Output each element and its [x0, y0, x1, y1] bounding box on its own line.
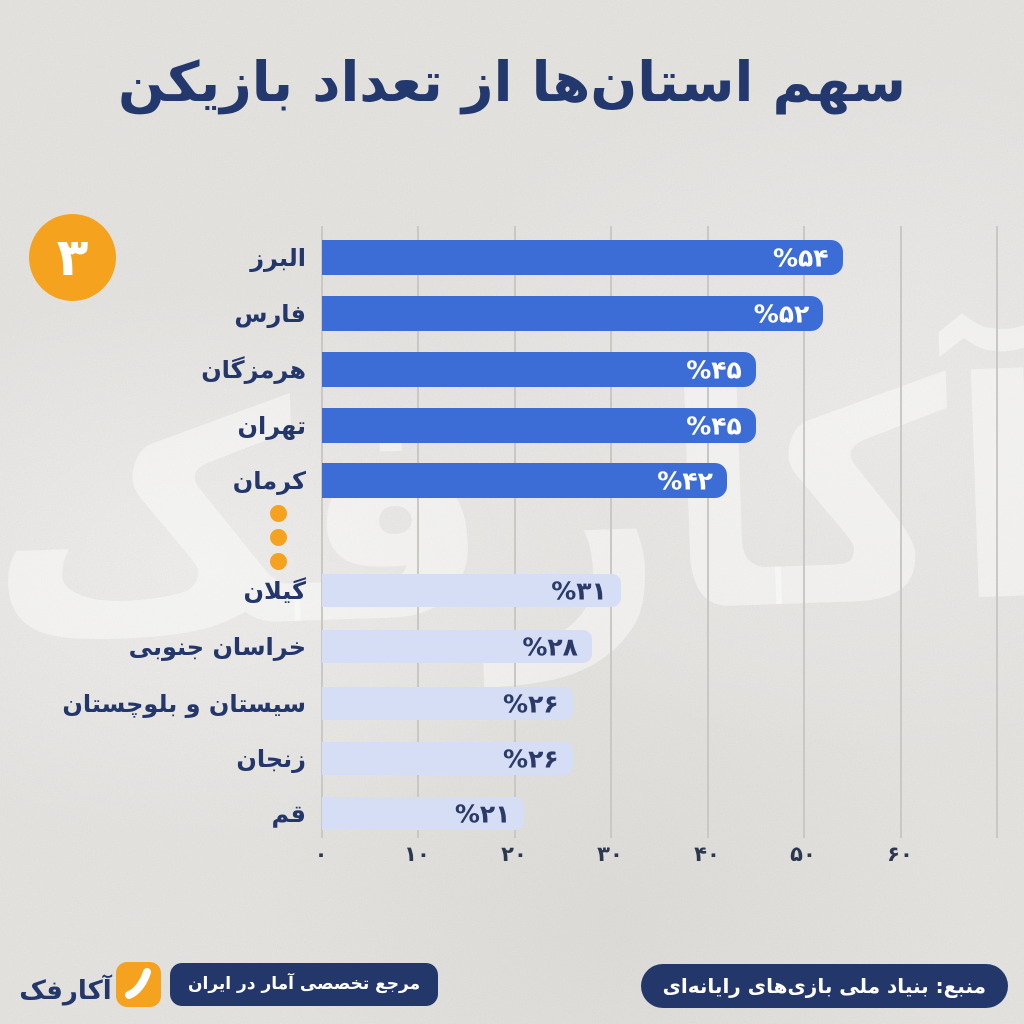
x-tick-50: ۵۰ — [790, 842, 816, 866]
bar-value-alborz: %۵۴ — [772, 243, 829, 272]
bar-kerman: %۴۲ — [322, 463, 727, 498]
gridline-60 — [900, 226, 902, 838]
x-tick-0: ۰ — [314, 842, 328, 866]
bar-label-zanjan: زنجان — [236, 745, 306, 773]
bar-fars: %۵۲ — [322, 296, 824, 331]
bar-label-kerman: کرمان — [232, 467, 306, 495]
bar-alborz: %۵۴ — [322, 240, 843, 275]
bar-tehran: %۴۵ — [322, 408, 756, 443]
bar-label-qom: قم — [271, 800, 306, 828]
slash-icon — [125, 968, 151, 999]
x-tick-30: ۳۰ — [597, 842, 623, 866]
x-tick-60: ۶۰ — [887, 842, 913, 866]
bar-zanjan: %۲۶ — [322, 742, 573, 775]
bar-value-kerman: %۴۲ — [657, 466, 713, 495]
brand-tagline-pill: مرجع تخصصی آمار در ایران — [170, 963, 439, 1006]
bar-value-zanjan: %۲۶ — [503, 744, 559, 773]
slide-number-badge: ۳ — [29, 214, 116, 301]
bar-value-fars: %۵۲ — [753, 299, 810, 328]
bar-value-tehran: %۴۵ — [686, 411, 742, 440]
ellipsis-dot-2 — [270, 529, 287, 546]
source-pill: منبع: بنیاد ملی بازی‌های رایانه‌ای — [640, 964, 1008, 1008]
bar-value-gilan: %۳۱ — [551, 576, 607, 605]
bar-label-south-khorasan: خراسان جنوبی — [128, 633, 306, 661]
bar-gilan: %۳۱ — [322, 574, 621, 607]
gridline-0 — [321, 226, 323, 838]
ellipsis-dot-3 — [270, 553, 287, 570]
gridline-20 — [514, 226, 516, 838]
bar-label-gilan: گیلان — [243, 577, 306, 605]
bar-label-tehran: تهران — [237, 412, 307, 440]
x-tick-20: ۲۰ — [501, 842, 527, 866]
gridline-40 — [707, 226, 709, 838]
gridline-50 — [803, 226, 805, 838]
x-tick-40: ۴۰ — [694, 842, 720, 866]
ellipsis-dot-1 — [270, 505, 287, 522]
gridline-70 — [996, 226, 998, 838]
brand-logo-text: آکارفک — [19, 976, 112, 1006]
bar-label-fars: فارس — [234, 300, 306, 328]
gridline-30 — [610, 226, 612, 838]
bar-value-south-khorasan: %۲۸ — [522, 632, 578, 661]
bar-hormozgan: %۴۵ — [322, 352, 756, 387]
bar-label-sistan-baluchestan: سیستان و بلوچستان — [62, 690, 306, 718]
bar-south-khorasan: %۲۸ — [322, 630, 592, 663]
brand-logo-icon — [116, 962, 161, 1007]
bar-value-hormozgan: %۴۵ — [686, 355, 742, 384]
bar-label-hormozgan: هرمزگان — [201, 356, 306, 384]
gridline-10 — [417, 226, 419, 838]
bar-value-qom: %۲۱ — [454, 799, 511, 828]
bar-sistan-baluchestan: %۲۶ — [322, 687, 573, 720]
bar-value-sistan-baluchestan: %۲۶ — [503, 689, 559, 718]
bar-qom: %۲۱ — [322, 797, 525, 830]
x-tick-10: ۱۰ — [404, 842, 430, 866]
page-title: سهم استان‌ها از تعداد بازیکن — [117, 50, 907, 114]
bar-label-alborz: البرز — [250, 244, 306, 272]
